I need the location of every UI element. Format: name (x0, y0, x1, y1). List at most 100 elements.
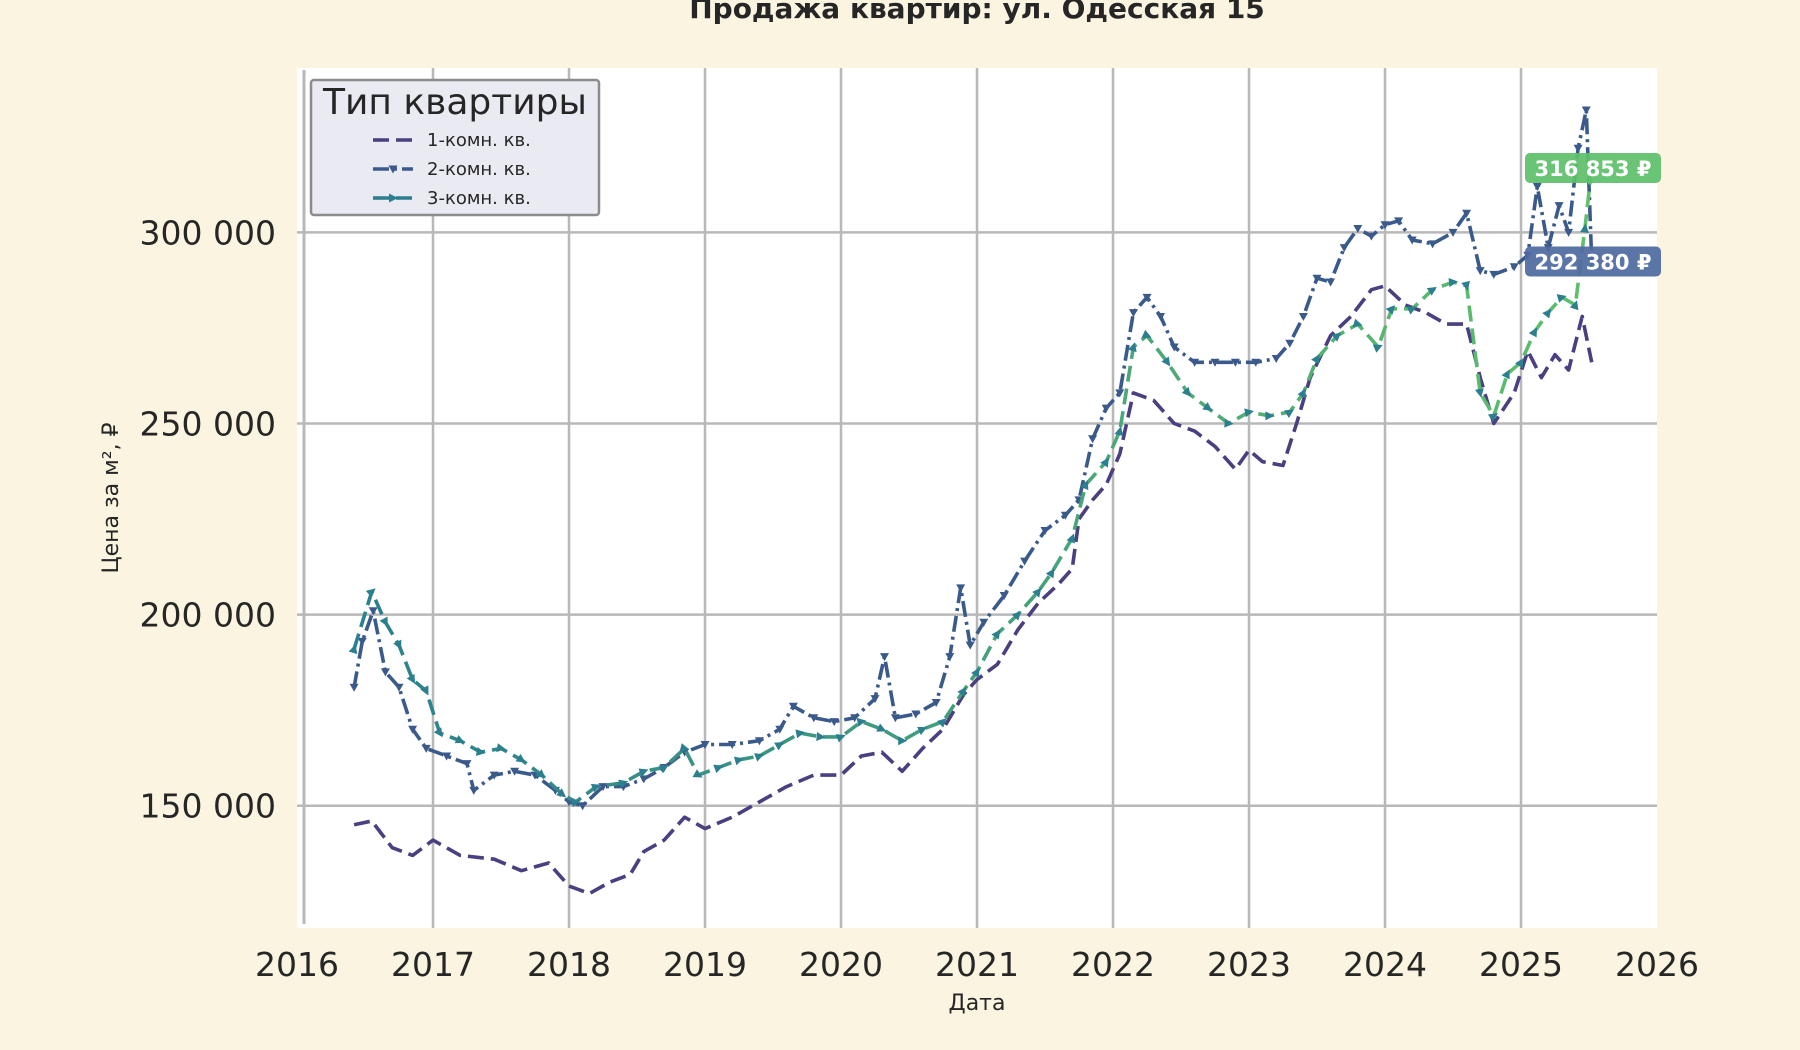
data-point (856, 717, 867, 727)
data-point (870, 695, 880, 704)
data-point (971, 667, 980, 678)
data-point (1114, 426, 1124, 437)
y-axis-label: Цена за м², ₽ (99, 422, 124, 573)
data-point (1428, 240, 1438, 249)
y-tick-label: 200 000 (140, 596, 276, 635)
data-point (1020, 557, 1030, 566)
data-point (1487, 412, 1498, 422)
data-point (937, 718, 947, 728)
data-point (379, 616, 388, 627)
data-point (1554, 202, 1564, 211)
data-point (1181, 386, 1192, 397)
data-point (570, 798, 581, 808)
data-point (1156, 312, 1166, 321)
series-2 (349, 106, 1597, 811)
data-point (1271, 354, 1281, 363)
grid (297, 68, 1657, 928)
data-point (421, 744, 431, 753)
data-point (1080, 480, 1089, 491)
data-point (957, 686, 967, 697)
label-badge (1525, 246, 1661, 277)
data-point (1115, 389, 1125, 398)
data-point (1532, 182, 1542, 191)
data-point (368, 607, 378, 616)
data-point (1045, 568, 1055, 579)
data-point (1032, 587, 1042, 598)
data-point (496, 743, 506, 753)
data-point (380, 668, 390, 677)
data-point (727, 741, 737, 750)
data-point (1394, 217, 1404, 226)
data-point (420, 685, 429, 696)
data-point (590, 783, 601, 793)
data-point (515, 753, 526, 763)
data-point (1461, 280, 1471, 291)
data-point (911, 710, 921, 719)
data-point (979, 618, 989, 627)
data-point (1311, 354, 1320, 365)
data-point (1448, 278, 1458, 287)
data-point (880, 653, 890, 662)
data-point (357, 637, 367, 646)
legend-label: 1-комн. кв. (427, 130, 531, 151)
data-point (1312, 274, 1322, 283)
data-point (1573, 144, 1583, 153)
x-tick-label: 2019 (663, 945, 747, 984)
data-point (991, 629, 1001, 640)
data-point (1366, 232, 1376, 241)
x-tick-label: 2023 (1207, 945, 1291, 984)
data-point (809, 714, 819, 723)
x-tick-label: 2020 (799, 945, 883, 984)
data-point (1475, 267, 1485, 276)
data-point (639, 775, 649, 784)
x-tick-label: 2016 (255, 945, 339, 984)
data-point (931, 698, 941, 707)
data-point (1426, 286, 1437, 296)
data-point (1066, 533, 1075, 544)
data-point (1462, 209, 1472, 218)
data-point (1283, 409, 1294, 418)
data-point (816, 732, 826, 741)
data-point (1489, 270, 1499, 279)
data-point (1244, 408, 1254, 418)
data-point (442, 752, 452, 761)
data-point (1501, 369, 1510, 380)
data-point (1380, 221, 1390, 230)
data-point (658, 765, 669, 774)
data-point (365, 588, 376, 598)
data-point (733, 756, 744, 766)
x-tick-label: 2022 (1071, 945, 1155, 984)
data-point (1161, 356, 1171, 367)
series-1 (353, 284, 1594, 896)
data-point (469, 786, 479, 795)
data-point (406, 673, 416, 684)
data-point (1297, 388, 1306, 399)
data-point (393, 639, 402, 650)
data-point (1542, 308, 1552, 319)
x-tick-label: 2024 (1343, 945, 1427, 984)
data-point (876, 723, 887, 732)
data-point (1331, 332, 1342, 342)
legend-label: 3-комн. кв. (427, 188, 531, 209)
data-point (638, 768, 649, 777)
data-point (489, 771, 499, 780)
annotations: 316 853 ₽ 292 380 ₽ (1525, 152, 1661, 277)
data-point (348, 644, 358, 655)
data-point (618, 779, 629, 789)
data-point (598, 783, 608, 792)
x-tick-label: 2018 (527, 945, 611, 984)
data-point (829, 718, 839, 727)
data-point (462, 760, 472, 769)
x-tick-label: 2017 (391, 945, 475, 984)
data-point (898, 736, 908, 746)
data-point (1088, 435, 1098, 444)
data-point (956, 584, 966, 593)
data-point (788, 702, 798, 711)
data-point (754, 753, 765, 762)
legend-items: 1-комн. кв. 2-комн. кв. 3-комн. кв. (373, 130, 531, 209)
label-text: 316 853 ₽ (1535, 157, 1652, 181)
last-value-label: 316 853 ₽ (1525, 152, 1661, 183)
data-point (850, 714, 860, 723)
last-value-label: 292 380 ₽ (1525, 246, 1661, 277)
data-point (835, 734, 846, 743)
